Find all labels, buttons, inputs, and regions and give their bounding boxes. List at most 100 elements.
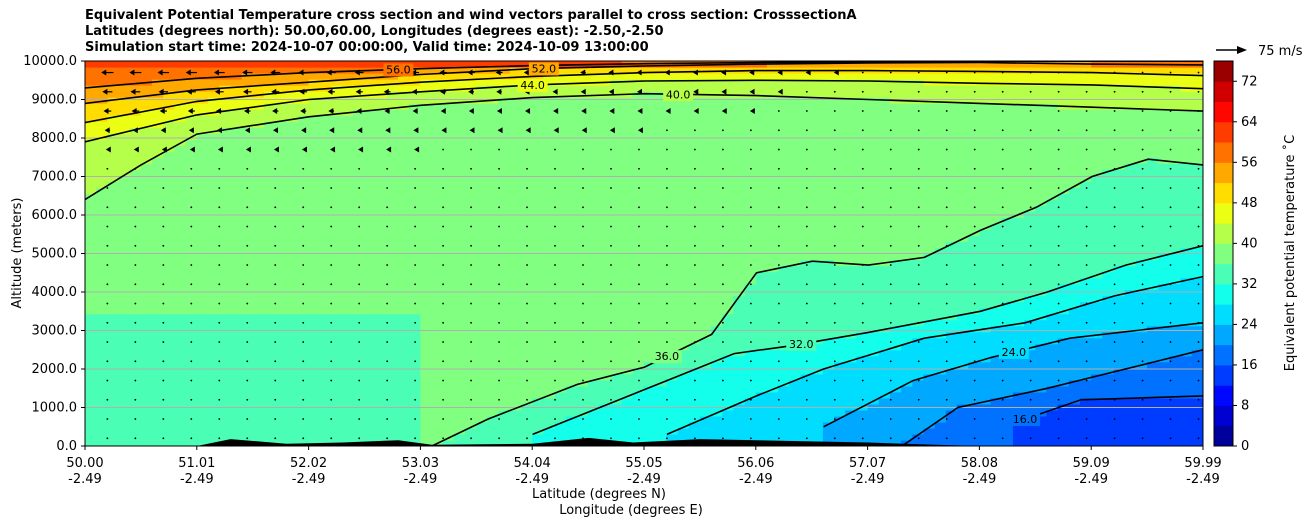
- field-cell: [308, 121, 321, 128]
- field-cell: [152, 307, 164, 315]
- field-cell: [196, 325, 209, 333]
- field-cell: [722, 151, 735, 158]
- field-cell: [364, 157, 377, 164]
- field-cell: [308, 217, 321, 225]
- field-cell: [96, 79, 108, 86]
- field-cell: [766, 247, 779, 255]
- field-cell: [632, 385, 645, 393]
- field-cell: [912, 325, 925, 333]
- field-cell: [856, 163, 869, 170]
- field-cell: [800, 199, 813, 206]
- field-cell: [901, 145, 913, 152]
- field-cell: [152, 421, 164, 429]
- field-cell: [163, 301, 176, 309]
- field-cell: [711, 349, 723, 357]
- field-cell: [129, 355, 142, 363]
- field-cell: [610, 301, 623, 309]
- field-cell: [923, 409, 936, 417]
- field-cell: [889, 361, 902, 369]
- field-cell: [163, 67, 176, 74]
- field-cell: [174, 409, 187, 417]
- field-cell: [107, 325, 120, 333]
- field-cell: [487, 427, 500, 435]
- field-cell: [621, 217, 634, 225]
- field-cell: [342, 127, 354, 134]
- field-cell: [677, 133, 690, 140]
- field-cell: [85, 223, 97, 231]
- field-cell: [275, 79, 287, 86]
- field-cell: [711, 265, 723, 273]
- field-cell: [398, 121, 410, 128]
- field-cell: [889, 241, 902, 249]
- field-cell: [107, 109, 120, 116]
- field-cell: [554, 235, 567, 243]
- field-cell: [319, 319, 332, 327]
- field-cell: [431, 325, 444, 333]
- field-cell: [174, 163, 187, 170]
- field-cell: [576, 307, 589, 315]
- field-cell: [140, 187, 153, 194]
- field-cell: [778, 397, 790, 405]
- field-cell: [230, 325, 243, 333]
- field-cell: [364, 229, 377, 237]
- field-cell: [621, 415, 634, 423]
- field-cell: [834, 253, 846, 261]
- field-cell: [610, 175, 623, 182]
- field-cell: [934, 109, 947, 116]
- field-cell: [688, 271, 701, 279]
- field-cell: [297, 85, 310, 92]
- field-cell: [901, 193, 913, 200]
- field-cell: [230, 391, 243, 399]
- field-cell: [856, 385, 869, 393]
- field-cell: [711, 331, 723, 339]
- field-cell: [118, 247, 131, 255]
- field-cell: [230, 97, 243, 104]
- field-cell: [811, 361, 824, 369]
- field-cell: [588, 193, 600, 200]
- field-cell: [230, 301, 243, 309]
- field-cell: [655, 235, 667, 243]
- field-cell: [722, 157, 735, 164]
- field-cell: [476, 73, 489, 80]
- field-cell: [353, 73, 366, 80]
- field-cell: [632, 295, 645, 303]
- field-cell: [297, 73, 310, 80]
- field-cell: [923, 277, 936, 285]
- field-cell: [487, 163, 500, 170]
- field-cell: [711, 277, 723, 285]
- field-cell: [766, 115, 779, 122]
- field-cell: [509, 97, 522, 104]
- field-cell: [85, 379, 97, 387]
- field-cell: [196, 385, 209, 393]
- field-cell: [509, 175, 522, 182]
- field-cell: [666, 133, 679, 140]
- field-cell: [755, 91, 768, 98]
- field-cell: [834, 409, 846, 417]
- field-cell: [230, 415, 243, 423]
- field-cell: [286, 319, 299, 327]
- field-cell: [610, 415, 623, 423]
- field-cell: [96, 193, 108, 200]
- field-cell: [699, 247, 712, 255]
- field-cell: [364, 175, 377, 182]
- field-cell: [308, 439, 321, 446]
- field-cell: [152, 301, 164, 309]
- field-cell: [599, 277, 612, 285]
- field-cell: [174, 73, 187, 80]
- field-cell: [554, 97, 567, 104]
- field-cell: [599, 235, 612, 243]
- field-cell: [107, 409, 120, 417]
- field-cell: [96, 343, 108, 351]
- field-cell: [319, 61, 332, 68]
- field-cell: [308, 223, 321, 231]
- field-cell: [632, 283, 645, 291]
- field-cell: [140, 91, 153, 98]
- field-cell: [543, 193, 556, 200]
- field-cell: [711, 133, 723, 140]
- field-cell: [789, 115, 802, 122]
- field-cell: [107, 115, 120, 122]
- field-cell: [353, 307, 366, 315]
- field-cell: [509, 355, 522, 363]
- field-cell: [766, 379, 779, 387]
- field-cell: [666, 265, 679, 273]
